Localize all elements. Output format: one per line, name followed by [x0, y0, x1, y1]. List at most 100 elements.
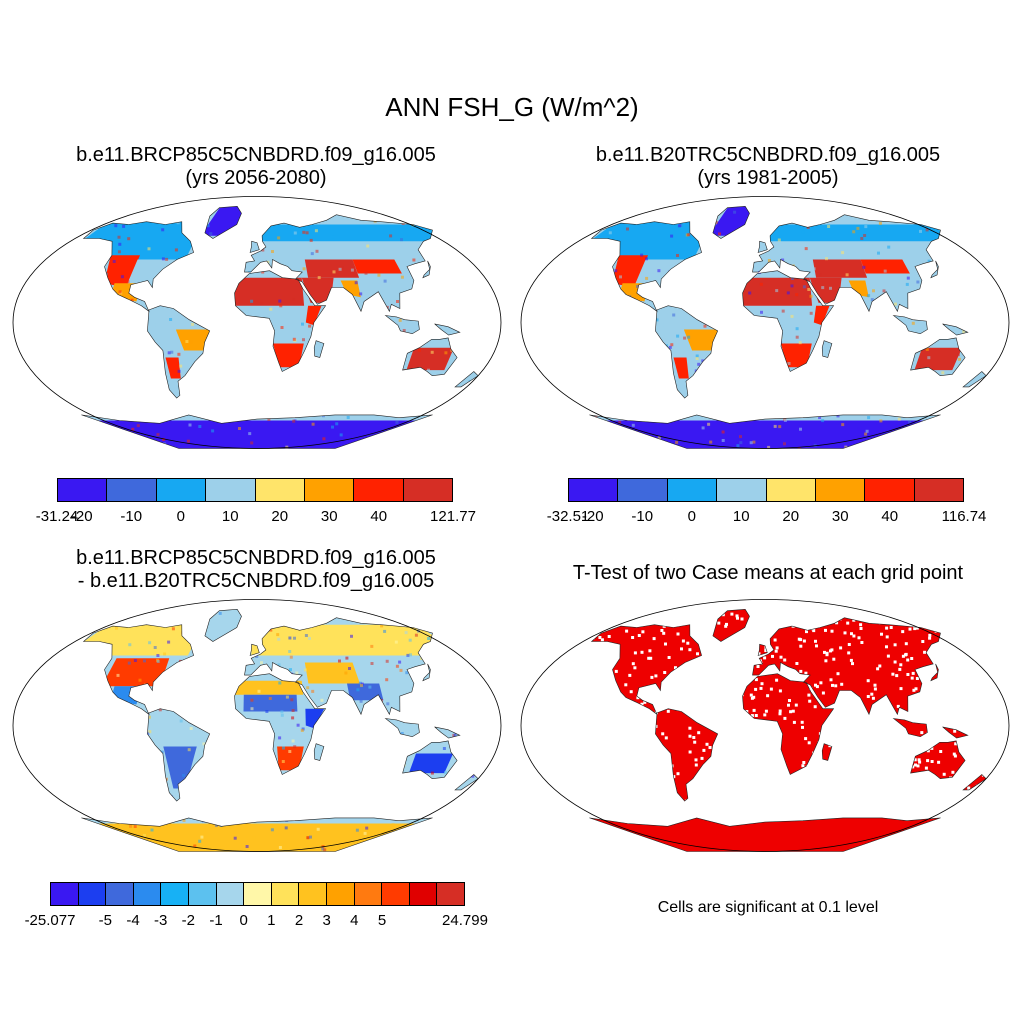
coastline-eurasia — [244, 617, 433, 716]
colorbar-boxes — [568, 478, 964, 502]
coastline-africa — [742, 673, 835, 775]
colorbar-swatch — [161, 883, 189, 905]
colorbar-tick-label: -25.077 — [24, 912, 76, 929]
colorbar-tick-label: 0 — [176, 508, 185, 525]
coastline-madagascar — [821, 340, 833, 358]
colorbar-tick-label: -4 — [126, 912, 140, 929]
coastline-australia — [910, 740, 966, 780]
colorbar-swatch — [156, 479, 207, 501]
colorbar-tick-label: 20 — [782, 508, 800, 525]
colorbar-swatch — [667, 479, 718, 501]
coastline-japan — [422, 260, 431, 279]
colorbar-historical: -32.51 -20 -10 0 10 20 30 40 116.74 — [547, 478, 986, 525]
map-border — [12, 196, 502, 449]
colorbar-swatch — [382, 883, 410, 905]
coastline-southAmerica — [655, 305, 719, 399]
coastline-newGuinea — [942, 726, 969, 739]
coastline-northAmerica — [82, 624, 194, 716]
coastline-newGuinea — [942, 323, 969, 336]
coastline-australia — [402, 337, 458, 377]
colorbar-tick-label: -20 — [70, 508, 93, 525]
colorbar-tick-label: 5 — [377, 912, 387, 929]
colorbar-swatch — [409, 883, 438, 905]
colorbar-tick-label: 30 — [320, 508, 338, 525]
colorbar-tick-label: -32.51 — [546, 508, 590, 525]
colorbar-swatch — [133, 883, 162, 905]
colorbar-swatch — [304, 479, 355, 501]
panel1-title-line2: (yrs 2056-2080) — [185, 167, 327, 189]
coastline-greenland — [712, 205, 750, 239]
colorbar-tick-label: 4 — [350, 912, 359, 929]
colorbar-boxes — [57, 478, 453, 502]
coastline-uk — [757, 643, 768, 656]
colorbar-swatch — [815, 479, 866, 501]
coastline-africa — [742, 270, 835, 372]
panel3-title: b.e11.BRCP85C5CNBDRD.f09_g16.005 - b.e11… — [0, 547, 512, 593]
colorbar-swatch — [326, 883, 355, 905]
coastline-newZealand — [962, 371, 987, 388]
colorbar-swatch — [354, 883, 383, 905]
coastline-indonesia — [384, 315, 420, 335]
coastline-northAmerica — [82, 221, 194, 313]
panel3-title-line2: - b.e11.B20TRC5CNBDRD.f09_g16.005 — [77, 570, 435, 592]
colorbar-future: -31.24 -20 -10 0 10 20 30 40 121.77 — [36, 478, 476, 525]
map-border — [12, 599, 502, 852]
coastline-madagascar — [313, 340, 325, 358]
colorbar-tick-label: -3 — [153, 912, 168, 929]
colorbar-tick-label: 1 — [267, 912, 276, 929]
coastline-japan — [422, 663, 431, 682]
colorbar-tick-label: -1 — [209, 912, 223, 929]
panel1-title-line1: b.e11.BRCP85C5CNBDRD.f09_g16.005 — [76, 144, 436, 166]
colorbar-tick-label: -2 — [181, 912, 195, 929]
colorbar-swatch — [51, 883, 79, 905]
colorbar-swatch — [78, 883, 107, 905]
coastline-australia — [402, 740, 458, 780]
colorbar-tick-label: 0 — [239, 912, 248, 929]
coastline-newZealand — [454, 371, 479, 388]
colorbar-swatch — [437, 883, 464, 905]
coastline-uk — [757, 240, 768, 253]
coastline-newZealand — [454, 774, 479, 791]
colorbar-tick-label: 40 — [881, 508, 899, 525]
colorbar-boxes — [50, 882, 465, 906]
coastline-antarctica — [81, 817, 433, 852]
coastline-greenland — [204, 205, 242, 239]
panel2-title: b.e11.B20TRC5CNBDRD.f09_g16.005 (yrs 198… — [512, 144, 1024, 190]
coastline-southAmerica — [655, 708, 719, 802]
figure-title: ANN FSH_G (W/m^2) — [385, 92, 639, 122]
colorbar-swatch — [766, 479, 816, 501]
map-panel-future — [12, 196, 502, 449]
coastline-uk — [249, 240, 260, 253]
colorbar-tick-label: 116.74 — [941, 508, 987, 525]
coastline-antarctica — [81, 414, 433, 449]
coastline-japan — [930, 260, 939, 279]
colorbar-swatch — [206, 479, 256, 501]
coastline-africa — [234, 270, 327, 372]
coastline-uk — [249, 643, 260, 656]
colorbar-swatch — [618, 479, 668, 501]
significance-note: Cells are significant at 0.1 level — [657, 899, 879, 916]
colorbar-swatch — [106, 883, 134, 905]
colorbar-tick-label: -10 — [631, 508, 654, 525]
coastline-southAmerica — [147, 708, 211, 802]
coastline-eurasia — [752, 214, 941, 313]
colorbar-tick-label: -31.24 — [35, 508, 79, 525]
colorbar-swatch — [914, 479, 963, 501]
colorbar-tick-label: 10 — [221, 508, 239, 525]
colorbar-tick-label: -5 — [98, 912, 112, 929]
colorbar-swatch — [865, 479, 915, 501]
colorbar-tick-label: 20 — [271, 508, 289, 525]
coastline-southAmerica — [147, 305, 211, 399]
coastline-indonesia — [384, 718, 420, 738]
map-panel-ttest — [520, 599, 1010, 852]
coastline-greenland — [204, 608, 242, 642]
colorbar-swatch — [216, 883, 245, 905]
coastline-indonesia — [892, 718, 928, 738]
colorbar-tick-label: 24.799 — [442, 912, 488, 929]
colorbar-tick-label: 10 — [732, 508, 750, 525]
panel1-title: b.e11.BRCP85C5CNBDRD.f09_g16.005 (yrs 20… — [0, 144, 512, 190]
colorbar-tick-label: -10 — [120, 508, 143, 525]
colorbar-difference: -25.077 -5 -4 -3 -2 -1 0 1 2 3 4 5 24.799 — [25, 882, 488, 929]
coastline-africa — [234, 673, 327, 775]
map-panel-difference — [12, 599, 502, 852]
